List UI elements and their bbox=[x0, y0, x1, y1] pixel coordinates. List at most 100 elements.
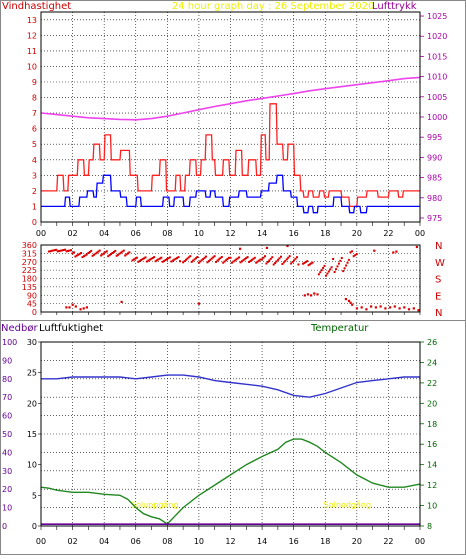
direction-point bbox=[87, 252, 90, 254]
direction-point bbox=[75, 254, 78, 257]
humidity-temp-chart: 0102030405060708090100051015202530810121… bbox=[2, 338, 437, 546]
tick-label-direction: 360 bbox=[22, 241, 37, 250]
direction-point bbox=[222, 261, 225, 264]
direction-point bbox=[351, 250, 354, 253]
direction-point bbox=[246, 256, 249, 259]
direction-point bbox=[412, 307, 415, 310]
direction-point bbox=[347, 299, 351, 302]
tick-label-hour: 06 bbox=[131, 537, 141, 546]
direction-point bbox=[256, 260, 259, 263]
tick-label-pressure: 975 bbox=[427, 214, 442, 223]
direction-point bbox=[71, 252, 74, 255]
direction-point bbox=[310, 294, 313, 297]
humidity-title: Luftfuktighet bbox=[39, 323, 103, 334]
direction-point bbox=[133, 258, 135, 261]
direction-point bbox=[266, 260, 269, 263]
direction-point bbox=[306, 293, 310, 296]
direction-point bbox=[274, 262, 277, 264]
direction-point bbox=[137, 260, 140, 263]
tick-label-pressure: 1015 bbox=[427, 52, 447, 61]
direction-point bbox=[71, 303, 74, 306]
direction-point bbox=[177, 256, 180, 259]
direction-point bbox=[192, 259, 195, 262]
direction-point bbox=[117, 253, 120, 256]
tick-label-precip: 15 bbox=[27, 430, 37, 439]
direction-point bbox=[374, 306, 377, 309]
tick-label-humidity-percent: 40 bbox=[2, 448, 12, 457]
direction-point bbox=[239, 261, 242, 264]
direction-point bbox=[258, 259, 261, 262]
tick-label-hour: 00 bbox=[36, 537, 46, 546]
direction-point bbox=[170, 260, 173, 263]
direction-point bbox=[239, 247, 242, 250]
direction-point bbox=[332, 258, 335, 260]
direction-point bbox=[271, 256, 274, 259]
tick-label-humidity-percent: 80 bbox=[2, 375, 12, 384]
direction-point bbox=[97, 250, 100, 253]
direction-point bbox=[272, 263, 275, 266]
direction-point bbox=[195, 257, 197, 260]
direction-point bbox=[253, 256, 256, 259]
direction-point bbox=[128, 251, 131, 254]
direction-point bbox=[53, 249, 56, 252]
direction-point bbox=[261, 258, 264, 261]
direction-point bbox=[303, 261, 306, 264]
direction-point bbox=[389, 306, 392, 309]
direction-point bbox=[84, 254, 87, 257]
direction-point bbox=[119, 251, 122, 254]
direction-point bbox=[373, 249, 376, 252]
direction-point bbox=[327, 270, 330, 273]
direction-point bbox=[49, 250, 52, 253]
direction-point bbox=[100, 254, 103, 257]
direction-point bbox=[236, 257, 239, 260]
direction-point bbox=[95, 251, 98, 254]
direction-point bbox=[47, 250, 50, 253]
tick-label-hour: 00 bbox=[415, 537, 425, 546]
direction-point bbox=[67, 249, 70, 252]
direction-point bbox=[94, 252, 97, 255]
tick-label-direction: 0 bbox=[32, 308, 37, 317]
tick-label-hour: 16 bbox=[289, 229, 299, 238]
direction-point bbox=[220, 256, 223, 258]
tick-label-wind-speed: 2 bbox=[32, 187, 37, 196]
direction-point bbox=[74, 305, 77, 308]
tick-label-hour: 08 bbox=[162, 537, 172, 546]
tick-label-wind-speed: 11 bbox=[27, 47, 37, 56]
direction-point bbox=[297, 263, 300, 266]
tick-label-precip: 20 bbox=[27, 399, 37, 408]
direction-point bbox=[83, 255, 85, 258]
tick-label-pressure: 1000 bbox=[427, 113, 447, 122]
direction-point bbox=[168, 256, 171, 259]
plot-frame-humidity bbox=[40, 341, 421, 527]
direction-point bbox=[156, 259, 158, 262]
direction-point bbox=[138, 259, 141, 262]
direction-point bbox=[323, 264, 326, 267]
direction-point bbox=[326, 272, 329, 275]
tick-label-temperature: 22 bbox=[427, 379, 437, 388]
direction-point bbox=[163, 259, 166, 262]
direction-point bbox=[303, 294, 306, 297]
tick-label-direction: 180 bbox=[22, 275, 37, 284]
tick-label-humidity-percent: 90 bbox=[2, 356, 12, 365]
direction-point bbox=[355, 307, 358, 310]
tick-label-direction: 90 bbox=[27, 291, 37, 300]
direction-point bbox=[91, 254, 94, 257]
direction-point bbox=[317, 273, 320, 276]
direction-point bbox=[68, 306, 71, 309]
direction-point bbox=[79, 308, 82, 311]
direction-point bbox=[393, 305, 396, 308]
direction-point bbox=[197, 302, 201, 305]
direction-point bbox=[227, 256, 230, 259]
temperature-title: Temperatur bbox=[310, 323, 369, 334]
direction-point bbox=[293, 259, 295, 262]
direction-point bbox=[157, 258, 160, 261]
pressure-title: Lufttrykk bbox=[372, 1, 417, 12]
plot-frame-wind bbox=[40, 11, 421, 223]
direction-point bbox=[171, 259, 174, 262]
tick-label-direction: 225 bbox=[22, 266, 37, 275]
direction-point bbox=[219, 257, 222, 260]
direction-point bbox=[250, 258, 253, 261]
direction-point bbox=[242, 259, 245, 262]
direction-point bbox=[70, 249, 72, 252]
